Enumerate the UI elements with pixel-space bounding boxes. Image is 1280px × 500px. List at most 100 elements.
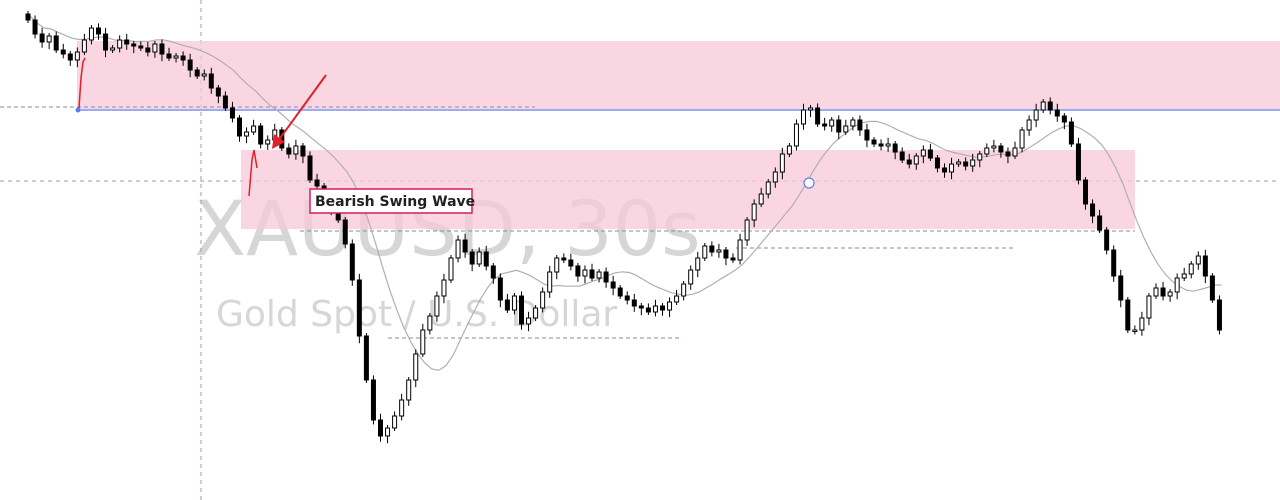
candle-down: [300, 145, 306, 157]
candle-down: [370, 379, 376, 421]
candle-up: [110, 47, 116, 51]
candle-up: [913, 155, 919, 165]
arrow-shaft: [277, 74, 327, 142]
candle-down: [222, 95, 228, 109]
candle-up: [46, 35, 52, 43]
candle-down: [1111, 249, 1117, 277]
candle-down: [1104, 229, 1110, 251]
candle-down: [709, 245, 715, 253]
candle-down: [180, 55, 186, 61]
candle-up: [476, 251, 482, 265]
candle-up: [702, 245, 708, 259]
candle-up: [808, 107, 814, 111]
candle-up: [977, 153, 983, 161]
candle-down: [490, 265, 496, 279]
candle-up: [511, 295, 517, 311]
label-text: Bearish Swing Wave: [315, 194, 475, 210]
watermark-description: Gold Spot / U.S. Dollar: [216, 294, 617, 335]
candle-down: [194, 69, 200, 77]
candle-up: [1174, 277, 1180, 293]
candle-up: [829, 119, 835, 127]
candle-down: [237, 117, 242, 137]
candle-down: [53, 35, 59, 51]
candle-up: [984, 147, 990, 155]
candle-down: [871, 139, 877, 145]
candle-down: [892, 143, 898, 153]
candle-up: [1019, 129, 1025, 149]
candle-down: [469, 251, 475, 265]
candle-up: [406, 379, 412, 401]
candle-up: [1040, 101, 1046, 111]
candle-up: [81, 39, 87, 53]
candle-up: [843, 125, 849, 133]
candle-up: [744, 219, 750, 241]
candle-down: [166, 53, 172, 59]
label-box: [309, 188, 473, 214]
candle-up: [991, 145, 997, 149]
supply-zone-upper[interactable]: [77, 41, 1280, 109]
candle-down: [575, 265, 581, 277]
candle-down: [836, 119, 842, 133]
candle-up: [251, 125, 257, 133]
horizontal-ray-anchor[interactable]: [75, 107, 81, 113]
candle-down: [815, 107, 821, 125]
candle-up: [448, 257, 454, 281]
candle-up: [533, 307, 539, 319]
candle-down: [1075, 143, 1081, 181]
candle-up: [681, 283, 687, 297]
candle-up: [1026, 119, 1032, 131]
candle-down: [610, 281, 616, 289]
candle-up: [582, 269, 588, 277]
candle-up: [441, 279, 447, 297]
candle-down: [349, 243, 355, 281]
candle-down: [603, 271, 609, 283]
candle-up: [526, 317, 532, 325]
candle-up: [392, 415, 398, 429]
candle-down: [942, 167, 947, 173]
candle-down: [497, 277, 503, 301]
candle-down: [1202, 255, 1208, 277]
candle-down: [906, 159, 912, 165]
candle-up: [765, 181, 771, 195]
candle-down: [504, 299, 510, 311]
candle-down: [67, 53, 73, 61]
candle-up: [1188, 263, 1194, 275]
candle-up: [1139, 317, 1145, 331]
candle-down: [899, 151, 905, 161]
candle-up: [779, 153, 785, 173]
candle-up: [850, 119, 856, 127]
candle-down: [934, 157, 940, 169]
candle-down: [1090, 203, 1096, 217]
candle-down: [730, 257, 736, 261]
candle-down: [229, 107, 235, 119]
candle-up: [667, 301, 673, 311]
candle-up: [786, 145, 792, 155]
candle-up: [652, 305, 658, 313]
candle-up: [758, 193, 764, 205]
candle-up: [956, 161, 962, 165]
candle-down: [723, 249, 729, 259]
candle-up: [949, 163, 955, 173]
candle-down: [1216, 299, 1222, 331]
red-arrow[interactable]: [272, 74, 327, 149]
candle-down: [1097, 215, 1103, 231]
candle-down: [131, 43, 137, 47]
candle-down: [660, 305, 665, 311]
candle-down: [645, 307, 651, 313]
candle-down: [638, 305, 644, 309]
candle-up: [74, 51, 80, 61]
candle-down: [378, 419, 383, 437]
candle-down: [307, 155, 313, 181]
candle-up: [293, 145, 299, 155]
candle-up: [117, 39, 123, 49]
drawing-handle[interactable]: [803, 177, 815, 189]
candle-up: [1132, 329, 1138, 332]
candle-down: [864, 129, 870, 141]
candle-down: [1068, 121, 1074, 145]
candle-down: [145, 47, 151, 53]
bearish-swing-wave-label[interactable]: Bearish Swing Wave: [309, 188, 475, 214]
candle-down: [568, 259, 574, 267]
candle-up: [1033, 109, 1039, 121]
candle-up: [596, 271, 602, 279]
